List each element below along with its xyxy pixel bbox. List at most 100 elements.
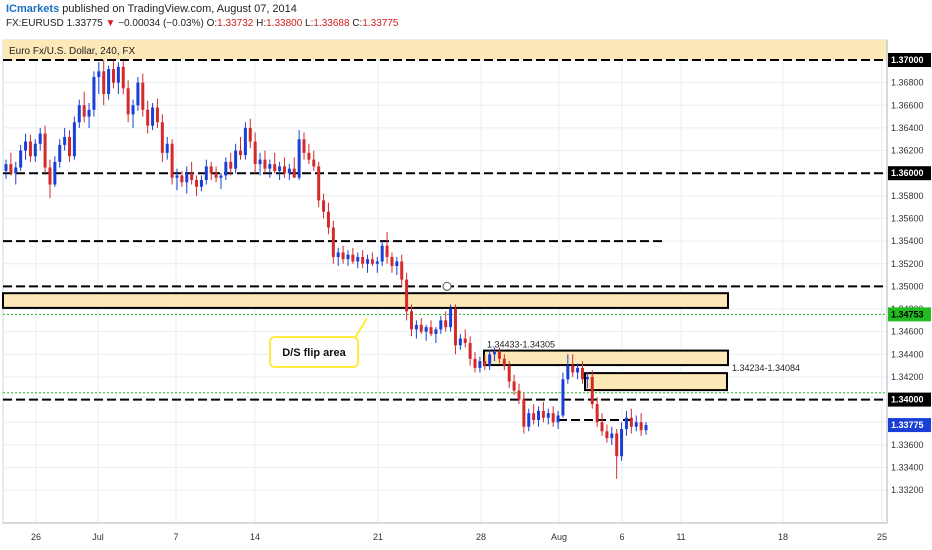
candle-body: [214, 173, 218, 178]
candle-body: [190, 173, 194, 180]
y-tick-label: 1.36200: [891, 146, 924, 156]
x-tick-label: 11: [676, 532, 685, 542]
candle-body: [468, 343, 472, 359]
y-tick-label: 1.33200: [891, 485, 924, 495]
callout-text: D/S flip area: [282, 347, 346, 359]
candle-body: [449, 309, 453, 328]
chart-title: Euro Fx/U.S. Dollar, 240, FX: [9, 46, 135, 57]
candle-body: [580, 367, 584, 380]
candle-body: [419, 324, 423, 332]
candle-body: [9, 164, 13, 174]
supply-zone-1-34234: [584, 372, 728, 392]
candle-body: [146, 109, 150, 126]
time-axis[interactable]: 26 Jul 7 14 21 28 Aug 6 11 18 25: [3, 522, 887, 542]
x-tick-label: 21: [373, 532, 383, 542]
candle-body: [92, 76, 96, 110]
zone-label-1-34433: 1.34433-1.34305: [487, 340, 555, 350]
candle-body: [566, 365, 570, 380]
candle-body: [234, 150, 238, 169]
candle-body: [400, 261, 404, 280]
last-price: 1.33775: [66, 18, 103, 29]
candle-body: [405, 279, 409, 312]
candle-body: [121, 66, 125, 89]
candle-body: [97, 71, 101, 77]
candle-body: [317, 166, 321, 201]
ohlc-line: FX:EURUSD 1.33775 ▼ −0.00034 (−0.03%) O:…: [6, 18, 398, 29]
brand-name[interactable]: ICmarkets: [6, 3, 60, 15]
candle-body: [424, 327, 428, 332]
candle-body: [312, 159, 316, 167]
y-tick-label: 1.35200: [891, 259, 924, 269]
candle-body: [346, 254, 350, 260]
y-tick-label: 1.35800: [891, 191, 924, 201]
candle-body: [141, 82, 145, 110]
candle-body: [493, 352, 497, 355]
price-axis[interactable]: 1.37000 1.36800 1.36600 1.36400 1.36200 1.360…: [886, 40, 931, 523]
y-tick-label: 1.34200: [891, 372, 924, 382]
candle-body: [541, 410, 545, 418]
candle-body: [629, 417, 633, 427]
candle-body: [615, 433, 619, 457]
candle-body: [620, 429, 624, 457]
candle-body: [175, 175, 179, 178]
candle-body: [390, 256, 394, 267]
candle-body: [292, 168, 296, 178]
candle-body: [507, 365, 511, 382]
candle-body: [395, 261, 399, 267]
levels-layer: [3, 59, 887, 421]
candle-body: [43, 133, 47, 168]
candle-body: [131, 105, 135, 115]
candle-body: [571, 365, 575, 373]
candle-body: [19, 150, 23, 168]
badge-1-36000-bg: [888, 166, 931, 181]
candle-body: [253, 141, 257, 165]
y-tick-label: 1.35000: [891, 281, 924, 291]
x-tick-label: Aug: [551, 532, 567, 542]
y-tick-label: 1.34600: [891, 327, 924, 337]
candle-body: [199, 179, 203, 187]
candle-body: [126, 88, 130, 115]
candle-body: [58, 144, 62, 162]
symbol-pair: FX:EURUSD: [6, 18, 64, 29]
x-tick-label: 25: [877, 532, 887, 542]
badge-1-34753: 1.34753: [891, 309, 924, 319]
candle-body: [512, 381, 516, 391]
candle-body: [116, 66, 120, 83]
candle-body: [239, 150, 243, 156]
candle-body: [463, 338, 467, 343]
top-supply-zone: [3, 40, 887, 60]
close-value: 1.33775: [362, 18, 399, 29]
candle-body: [361, 256, 365, 264]
candle-body: [307, 152, 311, 160]
candle-body: [185, 173, 189, 183]
candle-body: [63, 136, 67, 145]
candle-body: [351, 254, 355, 262]
candle-body: [14, 167, 18, 174]
callout-box: [269, 336, 359, 368]
candle-body: [268, 164, 272, 169]
y-tick-label: 1.35600: [891, 213, 924, 223]
candle-body: [77, 105, 81, 123]
y-tick-label: 1.36800: [891, 78, 924, 88]
candle-body: [209, 166, 213, 174]
candle-body: [375, 261, 379, 264]
x-tick-label: 18: [778, 532, 788, 542]
candle-body: [229, 161, 233, 169]
chart-header: ICmarkets published on TradingView.com, …: [0, 0, 932, 36]
badge-1-37000: 1.37000: [891, 55, 924, 65]
candle-body: [263, 159, 267, 169]
zone-label-1-34234: 1.34234-1.34084: [732, 363, 800, 373]
candle-body: [453, 309, 457, 346]
candle-body: [219, 175, 223, 178]
candle-body: [87, 109, 91, 117]
annotations-layer: Euro Fx/U.S. Dollar, 240, FX 1.34433-1.34…: [9, 46, 800, 373]
badge-1-36000: 1.36000: [891, 168, 924, 178]
candle-body: [282, 166, 286, 174]
publish-info: published on TradingView.com, August 07,…: [62, 3, 297, 15]
candle-body: [458, 338, 462, 346]
anchor-circle: [442, 281, 452, 291]
badge-1-34000-bg: [888, 392, 931, 407]
y-tick-label: 1.35400: [891, 236, 924, 246]
candle-body: [634, 422, 638, 427]
